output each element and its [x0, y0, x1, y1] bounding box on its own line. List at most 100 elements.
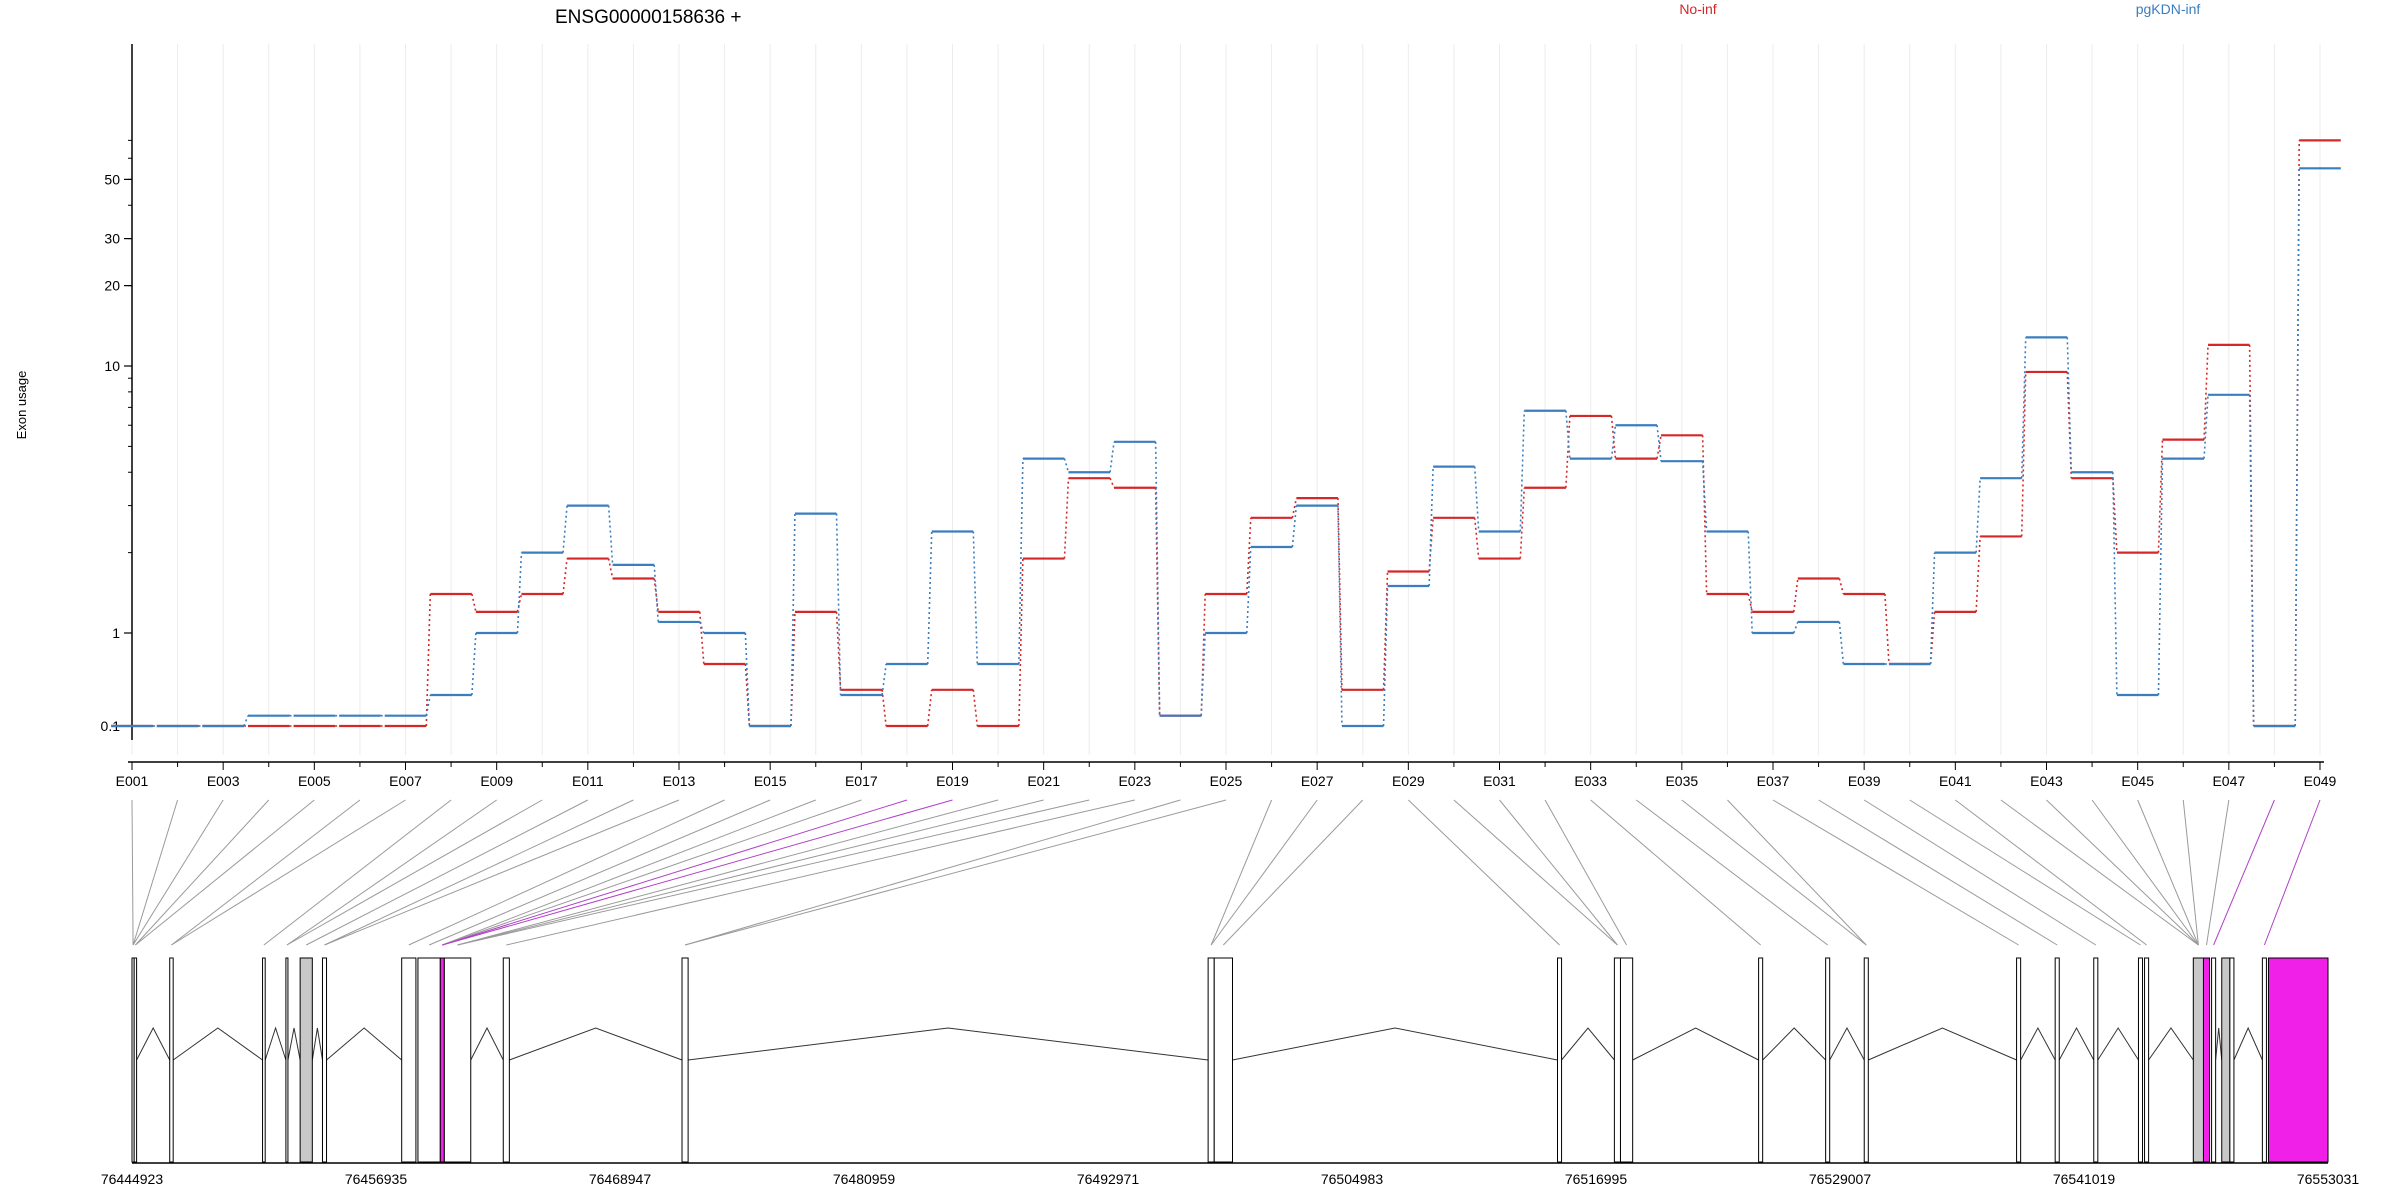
- x-tick-label: E015: [754, 773, 787, 789]
- genomic-tick-label: 76456935: [345, 1171, 408, 1187]
- exon-connector: [1727, 799, 1867, 946]
- genomic-tick-label: 76529007: [1809, 1171, 1872, 1187]
- exon-connector: [2213, 799, 2275, 946]
- x-tick-label: E037: [1757, 773, 1790, 789]
- exon-connector: [135, 799, 270, 946]
- exon-connector: [135, 799, 315, 946]
- exon-connector: [2206, 799, 2230, 946]
- exon-box: [133, 957, 138, 1163]
- exon-connector: [132, 799, 179, 946]
- intron-line: [1232, 1027, 1558, 1061]
- intron-line: [1632, 1027, 1759, 1061]
- x-tick-label: E005: [298, 773, 331, 789]
- exon-connector: [442, 799, 908, 946]
- exon-box: [1825, 957, 1831, 1163]
- intron-line: [470, 1026, 504, 1061]
- exon-connector: [171, 799, 361, 946]
- x-tick-label: E039: [1848, 773, 1881, 789]
- exon-connector: [171, 799, 406, 946]
- exon-box: [417, 957, 441, 1163]
- exon-connector: [506, 799, 1135, 946]
- x-tick-label: E003: [207, 773, 240, 789]
- exon-connector: [1818, 799, 2058, 946]
- x-tick-label: E019: [936, 773, 969, 789]
- genomic-tick-label: 76492971: [1077, 1171, 1140, 1187]
- intron-line: [688, 1027, 1209, 1061]
- exon-connector: [2091, 799, 2199, 946]
- genomic-tick-label: 76480959: [833, 1171, 896, 1187]
- exon-connector: [2137, 799, 2199, 946]
- x-tick-label: E007: [389, 773, 422, 789]
- intron-line: [136, 1026, 171, 1061]
- exon-box: [285, 957, 289, 1163]
- exon-connector: [1681, 799, 1867, 946]
- y-axis: 0.1 1 10 20 30 50: [101, 44, 133, 740]
- exon-box: [1213, 957, 1233, 1163]
- exon-connector: [286, 799, 543, 946]
- exon-box: [1207, 957, 1215, 1163]
- genomic-tick-label: 76444923: [101, 1171, 164, 1187]
- y-tick-label: 0.1: [101, 718, 121, 734]
- y-tick-label: 50: [104, 171, 120, 187]
- exon-connector: [1955, 799, 2147, 946]
- exon-box: [443, 957, 472, 1163]
- intron-line: [2058, 1026, 2095, 1061]
- y-axis-label: Exon usage: [14, 371, 29, 440]
- series: [111, 167, 2341, 728]
- intron-line: [1868, 1027, 2017, 1061]
- genomic-tick-label: 76516995: [1565, 1171, 1628, 1187]
- exon-connector: [457, 799, 1044, 946]
- exon-box: [2229, 957, 2235, 1163]
- exon-connector: [2000, 799, 2199, 946]
- exon-box: [2137, 957, 2144, 1163]
- exon-connector: [442, 799, 953, 946]
- x-tick-label: E049: [2304, 773, 2337, 789]
- exon-connector: [1453, 799, 1618, 946]
- exon-box: [299, 957, 313, 1163]
- x-tick-label: E021: [1027, 773, 1060, 789]
- x-axis: E001 E003 E005 E007 E009 E011 E013 E015 E017 E019…: [116, 761, 2337, 789]
- exon-connector: [132, 799, 224, 946]
- exon-box: [502, 957, 510, 1163]
- intron-line: [1829, 1026, 1865, 1061]
- exon-connector: [2182, 799, 2199, 946]
- exon-connector: [442, 799, 816, 946]
- exon-connector: [324, 799, 634, 946]
- exon-connector: [442, 799, 862, 946]
- exon-box: [401, 957, 417, 1163]
- x-tick-label: E025: [1210, 773, 1243, 789]
- x-tick-label: E013: [663, 773, 696, 789]
- exon-connector: [1210, 799, 1318, 946]
- x-tick-label: E023: [1118, 773, 1151, 789]
- y-tick-label: 30: [104, 231, 120, 247]
- intron-line: [2215, 1027, 2223, 1061]
- exon-box: [2016, 957, 2022, 1163]
- x-tick-label: E043: [2030, 773, 2063, 789]
- exon-connector: [324, 799, 680, 946]
- exon-box: [2093, 957, 2099, 1163]
- exon-box: [681, 957, 689, 1163]
- exon-connector: [1590, 799, 1761, 946]
- intron-line: [1762, 1027, 1826, 1061]
- y-tick-label: 10: [104, 358, 120, 374]
- y-tick-label: 1: [112, 625, 120, 641]
- x-tick-label: E041: [1939, 773, 1972, 789]
- exon-connector: [2263, 799, 2321, 946]
- x-tick-label: E047: [2212, 773, 2245, 789]
- intron-line: [287, 1027, 301, 1061]
- exon-connector: [1909, 799, 2141, 946]
- intron-line: [326, 1027, 403, 1061]
- genomic-tick-label: 76541019: [2053, 1171, 2116, 1187]
- intron-line: [264, 1026, 287, 1061]
- genomic-tick-label: 76504983: [1321, 1171, 1384, 1187]
- intron-line: [311, 1027, 323, 1061]
- exon-connector: [408, 799, 725, 946]
- exon-box: [321, 957, 328, 1163]
- exon-connector: [457, 799, 999, 946]
- x-tick-label: E029: [1392, 773, 1425, 789]
- x-tick-label: E001: [116, 773, 149, 789]
- exon-connector: [131, 799, 134, 946]
- exon-connector: [1544, 799, 1628, 946]
- exon-box: [1619, 957, 1634, 1163]
